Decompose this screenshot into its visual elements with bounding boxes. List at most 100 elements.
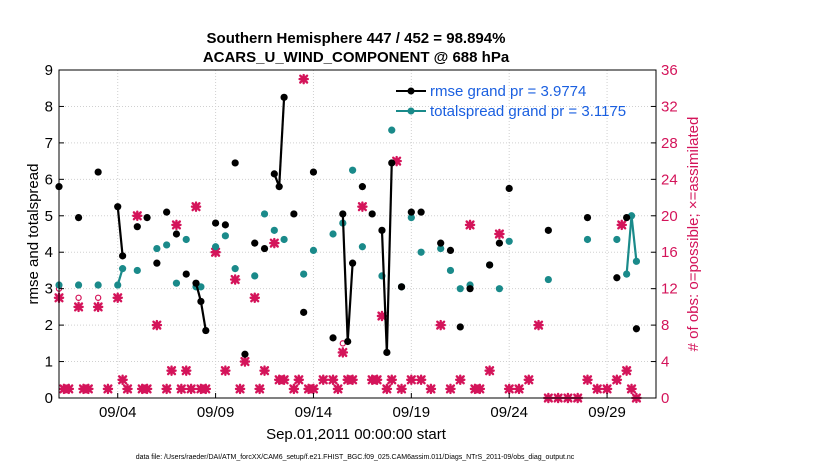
obs-assimilated-marker [278, 374, 290, 386]
totalspread-point [74, 281, 83, 289]
rmse-line-segment [380, 230, 388, 353]
rmse-point [446, 246, 455, 254]
rmse-point [623, 214, 631, 222]
obs-assimilated-marker [381, 383, 393, 395]
totalspread-point [133, 266, 141, 275]
obs-assimilated-marker [200, 383, 212, 395]
rmse-point [270, 170, 278, 178]
obs-assimilated-marker [176, 383, 187, 395]
obs-possible-marker [75, 294, 82, 301]
obs-assimilated-marker [513, 383, 525, 395]
rmse-point [388, 159, 396, 167]
obs-assimilated-marker [357, 201, 368, 212]
legend-rmse-marker [407, 87, 415, 95]
totalspread-point [632, 257, 641, 265]
rmse-point [466, 285, 474, 293]
rmse-point [251, 239, 259, 247]
rmse-point [358, 183, 366, 191]
plot-area [59, 70, 656, 398]
obs-assimilated-marker [122, 383, 133, 395]
totalspread-point [182, 235, 190, 244]
legend: rmse grand pr = 3.9774 totalspread grand… [396, 83, 626, 120]
rmse-point [163, 208, 171, 216]
obs-assimilated-marker [406, 374, 417, 386]
totalspread-point [163, 241, 171, 249]
obs-assimilated-marker [220, 365, 231, 376]
obs-assimilated-marker [327, 374, 339, 386]
obs-assimilated-marker [308, 383, 319, 395]
rmse-point [349, 259, 357, 267]
rmse-point [495, 239, 504, 247]
totalspread-point [221, 232, 229, 240]
totalspread-point [505, 237, 513, 245]
x-tick-label: 09/24 [490, 404, 528, 421]
y-tick-label: 8 [45, 98, 53, 115]
rmse-point [632, 325, 641, 333]
rmse-point [211, 219, 220, 227]
y-right-tick-label: 24 [661, 171, 678, 188]
obs-assimilated-marker [591, 383, 603, 395]
obs-assimilated-marker [288, 383, 300, 395]
y-tick-label: 3 [45, 281, 53, 298]
x-tick-label: 09/29 [588, 404, 626, 421]
totalspread-line-segment [625, 215, 633, 275]
rmse-point [407, 208, 415, 216]
obs-assimilated-marker [132, 210, 143, 222]
rmse-point [329, 334, 337, 342]
obs-assimilated-marker [396, 383, 407, 395]
obs-assimilated-marker [332, 383, 344, 395]
rmse-point [231, 159, 239, 167]
totalspread-point [495, 285, 504, 293]
y-tick-label: 1 [45, 354, 53, 371]
totalspread-point [172, 279, 181, 287]
totalspread-point [119, 265, 127, 273]
obs-assimilated-marker [185, 383, 197, 395]
obs-assimilated-marker [317, 374, 329, 386]
obs-assimilated-marker [73, 301, 84, 313]
obs-assimilated-marker [391, 155, 402, 167]
obs-assimilated-marker [171, 219, 182, 231]
totalspread-point [94, 281, 102, 289]
totalspread-point [329, 230, 337, 238]
totalspread-point [280, 235, 288, 244]
rmse-point [182, 270, 190, 278]
obs-assimilated-marker [83, 383, 94, 395]
obs-assimilated-marker [161, 383, 172, 395]
rmse-point [119, 252, 127, 260]
obs-assimilated-marker [445, 383, 456, 395]
y-right-tick-label: 20 [661, 208, 678, 225]
y-tick-label: 2 [45, 317, 53, 334]
y-right-tick-label: 0 [661, 390, 669, 407]
rmse-point [94, 168, 102, 176]
obs-assimilated-marker [386, 374, 398, 386]
totalspread-point [544, 275, 552, 284]
rmse-point [300, 308, 308, 316]
obs-assimilated-marker [464, 219, 476, 231]
totalspread-point [456, 285, 464, 293]
y-tick-label: 5 [45, 208, 53, 225]
rmse-point [260, 244, 269, 253]
rmse-point [280, 93, 288, 101]
obs-assimilated-marker [523, 374, 535, 386]
y-right-tick-label: 12 [661, 281, 678, 298]
rmse-point [241, 350, 249, 358]
obs-assimilated-marker [347, 374, 358, 386]
totalspread-point [613, 235, 621, 244]
rmse-point [172, 230, 181, 238]
totalspread-line-segment [630, 215, 638, 262]
rmse-line-segment [385, 162, 393, 353]
y-tick-label: 6 [45, 171, 53, 188]
rmse-point [368, 210, 376, 218]
data-file-footer: data file: /Users/raeder/DAI/ATM_forcXX/… [136, 454, 575, 461]
obs-assimilated-marker [117, 374, 128, 386]
obs-possible-marker [94, 294, 102, 301]
rmse-point [383, 348, 391, 357]
obs-assimilated-marker [180, 365, 192, 376]
obs-assimilated-marker [533, 319, 544, 331]
rmse-point [197, 297, 205, 306]
rmse-point [486, 261, 494, 269]
totalspread-point [388, 126, 396, 134]
rmse-point [74, 214, 83, 222]
y-axis-right-label: # of obs: o=possible; ×=assimilated [685, 117, 702, 352]
rmse-point [192, 279, 200, 287]
